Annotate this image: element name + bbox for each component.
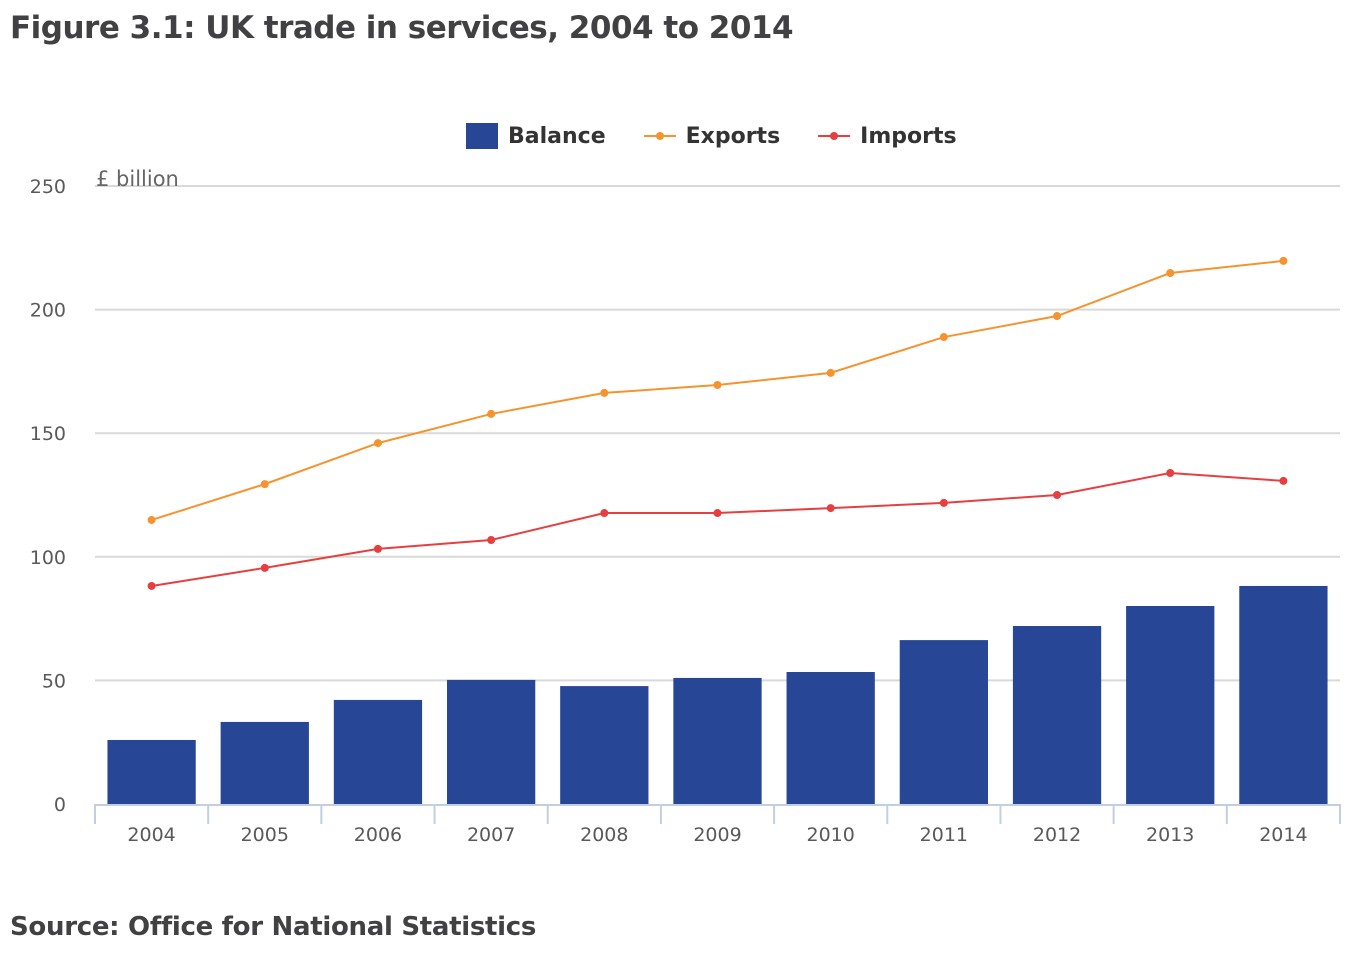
point-imports-2012	[1053, 491, 1062, 499]
bar-balance-2004	[107, 739, 196, 804]
bar-balance-2008	[560, 686, 649, 804]
x-tick-label: 2008	[580, 824, 628, 846]
point-exports-2012	[1053, 312, 1062, 321]
series-lines	[147, 256, 1288, 590]
x-tick-label: 2005	[241, 824, 289, 846]
legend-label-imports: Imports	[860, 123, 957, 149]
legend-item-imports[interactable]: Imports	[818, 123, 957, 149]
point-exports-2014	[1279, 256, 1288, 265]
line-exports	[151, 259, 1284, 521]
x-tick-label: 2013	[1146, 824, 1194, 846]
y-axis-labels: 0 50 100 150 200 250	[30, 176, 66, 816]
bar-balance-2009	[673, 677, 762, 804]
y-tick-label: 200	[30, 300, 66, 322]
point-imports-2005	[260, 563, 269, 572]
point-exports-2010	[826, 368, 835, 377]
bar-balance-2005	[220, 721, 309, 804]
point-imports-2007	[487, 535, 496, 544]
legend-label-exports: Exports	[685, 123, 781, 149]
point-imports-2004	[147, 581, 156, 590]
line-imports	[151, 471, 1284, 587]
point-exports-2008	[600, 388, 609, 397]
y-tick-label: 150	[30, 423, 66, 445]
y-tick-label: 50	[42, 670, 66, 692]
legend-item-exports[interactable]: Exports	[643, 123, 781, 149]
source-note: Source: Office for National Statistics	[10, 912, 537, 942]
x-tick-label: 2012	[1033, 824, 1081, 846]
point-imports-2006	[373, 544, 382, 553]
x-tick-label: 2010	[807, 824, 855, 846]
x-tick-label: 2006	[354, 824, 402, 846]
bar-balance-2007	[446, 679, 536, 804]
bar-balance-2014	[1239, 585, 1328, 804]
chart-title: Figure 3.1: UK trade in services, 2004 t…	[10, 10, 794, 46]
bar-balance-2013	[1126, 605, 1215, 804]
point-imports-2010	[826, 504, 835, 513]
balance-bars	[107, 585, 1328, 804]
point-exports-2009	[713, 380, 722, 389]
x-axis: 2004 2005 2006 2007 2008 2009 2010 2011 2012 2013…	[94, 804, 1341, 846]
point-imports-2011	[939, 498, 948, 507]
bar-balance-2012	[1012, 626, 1102, 804]
legend-label-balance: Balance	[508, 123, 606, 149]
legend-swatch-balance	[466, 123, 498, 149]
y-tick-label: 0	[54, 794, 66, 816]
point-exports-2013	[1166, 269, 1175, 278]
x-tick-label: 2011	[920, 824, 968, 846]
x-tick-label: 2007	[467, 824, 515, 846]
point-exports-2011	[939, 333, 948, 342]
point-exports-2007	[487, 409, 496, 418]
legend-swatch-imports	[818, 129, 851, 143]
point-exports-2005	[260, 480, 269, 489]
bar-balance-2006	[333, 699, 423, 804]
bar-balance-2011	[899, 640, 989, 804]
bar-balance-2010	[786, 671, 875, 804]
y-tick-label: 250	[30, 176, 66, 198]
x-tick-label: 2014	[1259, 824, 1307, 846]
point-imports-2013	[1166, 468, 1175, 477]
point-imports-2014	[1279, 476, 1288, 485]
legend-swatch-exports	[643, 129, 676, 143]
y-axis-unit-label: £ billion	[96, 167, 179, 191]
y-tick-label: 100	[30, 547, 66, 569]
point-imports-2008	[600, 509, 609, 518]
point-imports-2009	[713, 509, 722, 518]
x-tick-label: 2004	[127, 824, 175, 846]
chart-legend: Balance Exports Imports	[466, 123, 957, 149]
point-exports-2004	[147, 515, 156, 524]
legend-item-balance[interactable]: Balance	[466, 123, 606, 149]
x-tick-label: 2009	[693, 824, 741, 846]
point-exports-2006	[373, 439, 382, 448]
